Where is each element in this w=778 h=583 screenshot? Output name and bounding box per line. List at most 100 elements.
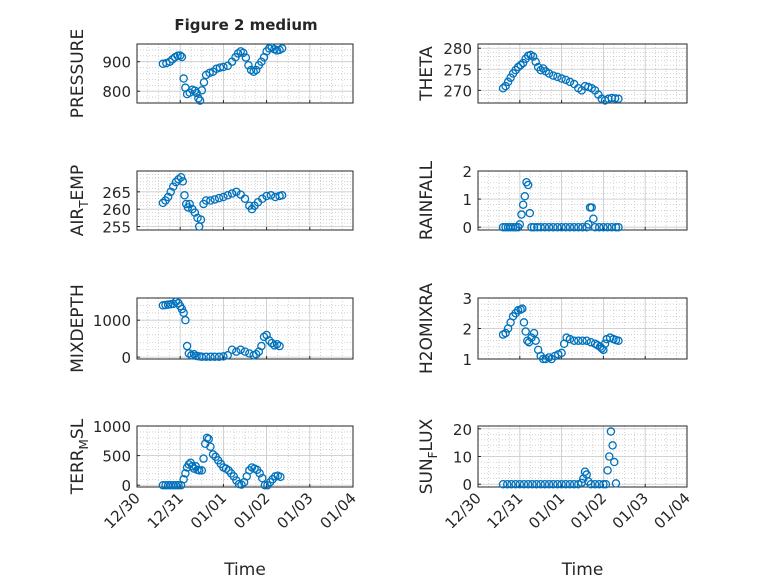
data-point bbox=[163, 192, 173, 202]
x-axis-label: Time bbox=[223, 560, 266, 580]
y-tick-label: 10 bbox=[453, 449, 472, 467]
y-tick-label: 3 bbox=[462, 290, 472, 308]
data-point bbox=[214, 352, 224, 362]
data-point bbox=[501, 328, 510, 338]
data-point bbox=[553, 479, 562, 489]
y-axis-label: MIXDEPTH bbox=[68, 284, 88, 373]
data-point bbox=[506, 73, 515, 82]
data-point bbox=[197, 466, 207, 475]
data-point bbox=[561, 75, 571, 85]
data-point bbox=[236, 345, 245, 355]
data-point bbox=[179, 475, 188, 484]
panel-theta: 270 275 280 THETA bbox=[417, 40, 688, 105]
data-point bbox=[257, 57, 266, 66]
data-point bbox=[199, 78, 209, 87]
data-point bbox=[174, 175, 183, 184]
y-tick-label: 0 bbox=[121, 349, 131, 367]
data-point bbox=[553, 72, 562, 82]
data-point bbox=[498, 479, 508, 489]
data-point bbox=[513, 62, 523, 72]
data-point bbox=[251, 65, 261, 75]
y-axis-label: SUNFLUX bbox=[417, 418, 440, 494]
data-point bbox=[515, 479, 525, 489]
x-tick-label: 12/31 bbox=[144, 489, 187, 532]
data-point bbox=[239, 48, 248, 58]
data-point bbox=[525, 208, 535, 218]
data-point bbox=[227, 189, 237, 198]
data-point bbox=[223, 351, 232, 360]
data-point bbox=[565, 479, 575, 489]
plot-area bbox=[478, 171, 687, 230]
data-point bbox=[498, 84, 508, 93]
data-point bbox=[540, 479, 550, 489]
data-point bbox=[257, 341, 266, 351]
data-point bbox=[511, 222, 520, 232]
data-point bbox=[229, 472, 239, 481]
data-point bbox=[202, 433, 212, 443]
data-point bbox=[516, 60, 525, 70]
axes-box bbox=[136, 297, 354, 360]
data-point bbox=[181, 469, 190, 478]
x-tick-label: 12/30 bbox=[442, 489, 485, 532]
data-point bbox=[179, 74, 188, 83]
data-point bbox=[241, 53, 251, 62]
data-point bbox=[255, 469, 264, 478]
data-point bbox=[603, 222, 612, 232]
data-point bbox=[518, 58, 528, 68]
panel-pressure: 800 900 PRESSURE bbox=[68, 29, 354, 118]
data-point bbox=[276, 472, 285, 482]
data-point bbox=[201, 352, 211, 362]
x-tick-label: 01/04 bbox=[651, 489, 694, 532]
data-point bbox=[206, 442, 215, 451]
y-tick-label: 265 bbox=[102, 184, 131, 202]
data-point bbox=[538, 354, 548, 364]
data-point bbox=[158, 198, 168, 208]
data-point bbox=[614, 222, 623, 232]
data-point bbox=[548, 71, 558, 80]
y-tick-label: 0 bbox=[121, 477, 131, 495]
y-axis-label: RAINFALL bbox=[417, 160, 437, 240]
data-point bbox=[520, 192, 530, 201]
data-point bbox=[614, 336, 623, 345]
data-point bbox=[548, 479, 558, 489]
data-point bbox=[232, 187, 241, 197]
data-point bbox=[611, 479, 621, 488]
data-point bbox=[594, 222, 604, 232]
data-point bbox=[210, 352, 220, 362]
data-point bbox=[544, 222, 554, 232]
y-tick-label: 500 bbox=[102, 448, 131, 466]
data-point bbox=[201, 196, 211, 205]
data-point bbox=[214, 193, 224, 203]
y-tick-label: 260 bbox=[102, 201, 131, 219]
y-tick-label: 1 bbox=[462, 351, 472, 369]
data-point bbox=[511, 479, 520, 489]
data-point bbox=[501, 81, 510, 91]
data-point bbox=[569, 222, 579, 232]
x-tick-label: 01/01 bbox=[187, 489, 230, 532]
data-point bbox=[223, 191, 232, 200]
data-point bbox=[515, 220, 525, 229]
data-point bbox=[569, 336, 579, 345]
y-axis-label: TERRMSL bbox=[68, 418, 91, 495]
y-tick-label: 900 bbox=[102, 54, 131, 72]
axes-box bbox=[136, 43, 354, 104]
data-point bbox=[208, 450, 218, 459]
data-point bbox=[240, 347, 250, 356]
data-point bbox=[194, 466, 204, 475]
data-point bbox=[275, 341, 284, 351]
data-point bbox=[197, 352, 207, 362]
data-point bbox=[528, 479, 537, 489]
y-tick-label: 1 bbox=[462, 191, 472, 209]
x-tick-label: 01/03 bbox=[273, 489, 316, 532]
y-axis-label: THETA bbox=[417, 46, 437, 102]
y-axis-label: AIRTEMP bbox=[68, 165, 91, 236]
data-point bbox=[175, 51, 185, 60]
y-tick-label: 0 bbox=[462, 476, 472, 494]
data-point bbox=[181, 315, 190, 325]
data-point bbox=[557, 222, 566, 232]
x-tick-label: 12/30 bbox=[101, 489, 144, 532]
data-point bbox=[503, 77, 513, 87]
data-point bbox=[599, 222, 608, 232]
data-point bbox=[251, 349, 261, 359]
data-point bbox=[565, 334, 575, 344]
